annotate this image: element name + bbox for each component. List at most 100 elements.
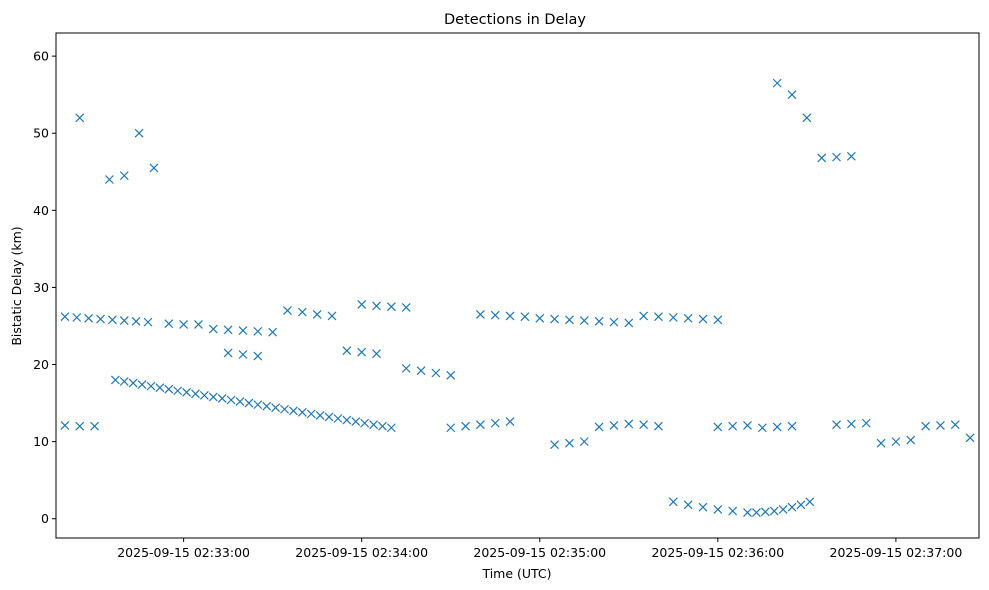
data-point	[609, 317, 619, 327]
data-point	[728, 421, 738, 431]
data-point	[131, 316, 141, 326]
data-point	[253, 326, 263, 336]
data-point	[333, 414, 343, 423]
data-point	[386, 302, 396, 312]
data-point	[164, 319, 174, 329]
data-point	[757, 423, 767, 433]
data-point	[772, 78, 782, 88]
data-point	[921, 421, 931, 431]
data-point	[60, 312, 70, 322]
data-point	[668, 497, 678, 507]
data-point	[431, 368, 441, 378]
data-point	[107, 315, 117, 325]
data-point	[378, 421, 387, 431]
data-point	[357, 347, 367, 357]
data-point	[698, 314, 708, 324]
data-point	[119, 316, 129, 326]
data-point	[769, 506, 779, 516]
data-point	[490, 310, 500, 320]
data-point	[751, 508, 761, 517]
data-point	[235, 397, 245, 406]
data-point	[520, 312, 530, 322]
data-point	[238, 326, 248, 336]
data-point	[891, 437, 901, 447]
data-point	[698, 502, 708, 512]
data-point	[401, 363, 411, 373]
data-point	[817, 153, 827, 163]
data-point	[149, 163, 159, 173]
data-point	[713, 505, 723, 514]
plot-frame	[55, 32, 980, 539]
data-point	[75, 421, 85, 431]
data-point	[268, 327, 278, 337]
data-point	[110, 375, 120, 385]
data-point	[639, 311, 649, 321]
data-marks	[60, 78, 975, 517]
data-point	[906, 435, 916, 445]
data-point	[743, 421, 752, 430]
data-point	[772, 422, 782, 432]
data-point	[226, 395, 236, 405]
data-point	[372, 301, 381, 311]
data-point	[223, 325, 233, 335]
data-point	[173, 386, 183, 396]
x-tick-label: 2025-09-15 02:36:00	[651, 545, 784, 560]
data-point	[280, 404, 289, 414]
data-point	[84, 313, 94, 323]
x-axis: 2025-09-15 02:33:00 2025-09-15 02:34:00 20…	[117, 538, 962, 560]
data-point	[787, 502, 797, 512]
data-point	[238, 350, 248, 359]
data-point	[594, 316, 604, 326]
data-point	[119, 171, 129, 181]
y-tick-label: 50	[33, 126, 49, 141]
data-point	[416, 366, 426, 376]
data-point	[297, 307, 307, 317]
data-point	[446, 370, 456, 380]
data-point	[223, 348, 233, 358]
data-point	[728, 506, 738, 516]
data-point	[164, 384, 174, 394]
data-point	[194, 320, 203, 329]
data-point	[846, 419, 856, 429]
data-point	[935, 421, 945, 430]
data-point	[191, 389, 200, 399]
data-point	[579, 316, 589, 326]
data-point	[357, 299, 367, 309]
data-point	[832, 152, 841, 162]
x-tick-label: 2025-09-15 02:37:00	[830, 545, 963, 560]
data-point	[351, 417, 361, 427]
data-point	[505, 417, 515, 427]
data-point	[401, 303, 411, 312]
data-point	[244, 398, 254, 408]
data-point	[876, 438, 886, 448]
data-point	[713, 315, 723, 325]
data-point	[386, 423, 396, 433]
data-point	[369, 420, 378, 430]
data-point	[90, 421, 100, 431]
data-point	[579, 437, 589, 447]
data-point	[609, 421, 619, 430]
data-point	[312, 309, 322, 319]
data-point	[505, 311, 515, 321]
data-point	[271, 403, 281, 413]
data-point	[143, 317, 153, 327]
data-point	[654, 421, 663, 431]
data-point	[306, 409, 316, 419]
data-point	[713, 422, 723, 432]
data-point	[104, 175, 114, 184]
data-point	[155, 383, 165, 393]
data-point	[134, 128, 144, 138]
data-point	[805, 497, 815, 507]
data-point	[550, 440, 560, 450]
data-point	[787, 90, 797, 100]
x-tick-label: 2025-09-15 02:33:00	[117, 545, 250, 560]
y-tick-label: 0	[41, 511, 49, 526]
data-point	[778, 505, 788, 514]
data-point	[861, 418, 871, 428]
data-point	[461, 421, 470, 431]
data-point	[360, 418, 370, 428]
data-point	[550, 314, 560, 324]
data-point	[446, 423, 456, 433]
